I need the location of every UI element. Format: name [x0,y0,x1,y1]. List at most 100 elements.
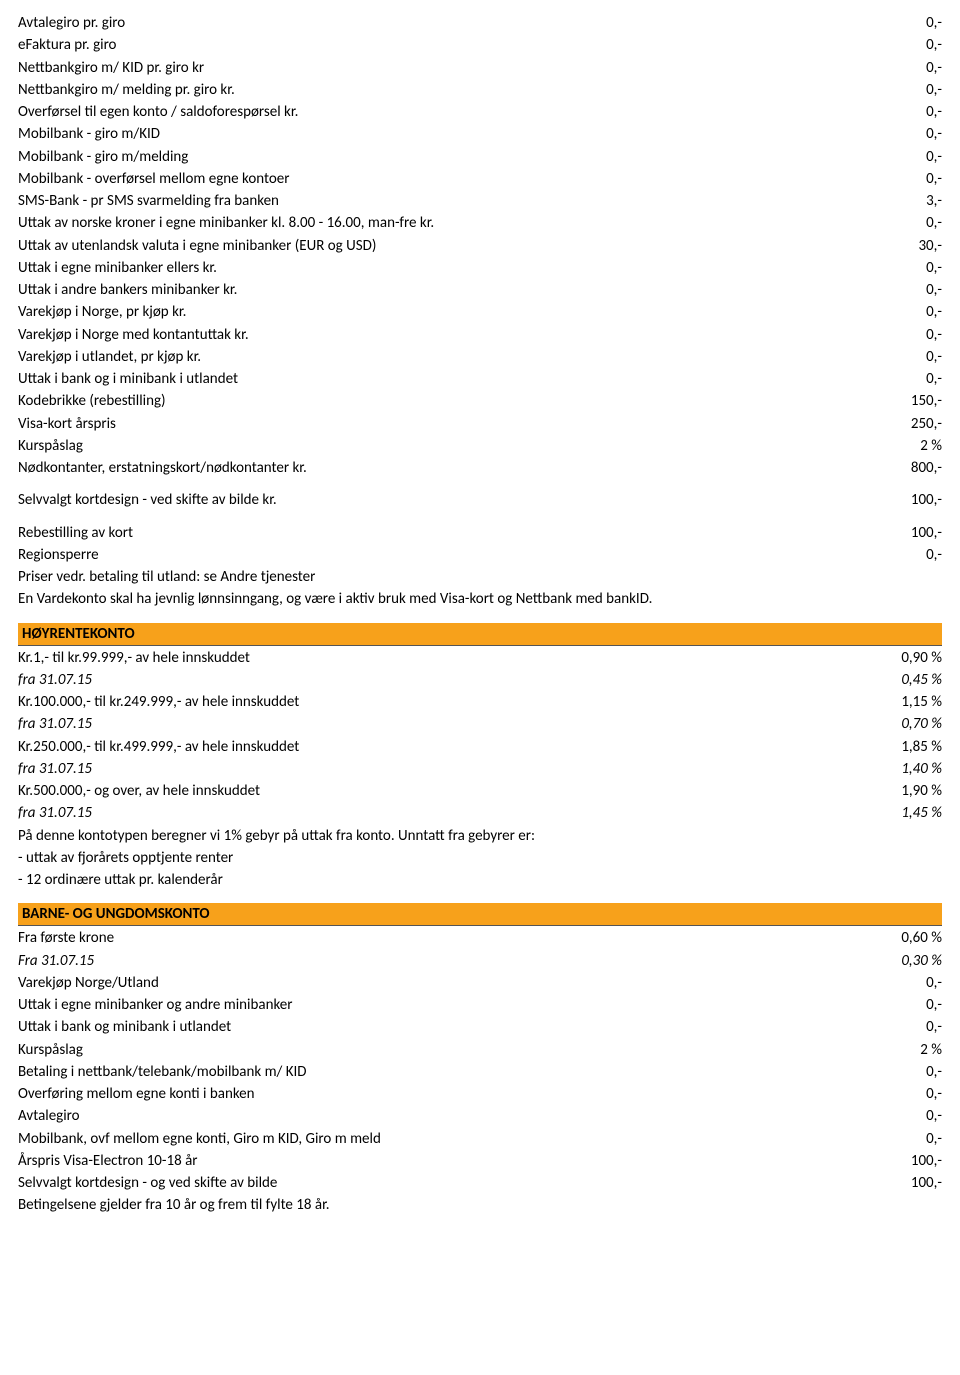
row-label: Fra 31.07.15 [18,951,901,971]
price-row: Fra 31.07.150,30 % [18,950,942,972]
price-row: Fra første krone0,60 % [18,927,942,949]
price-row: fra 31.07.150,70 % [18,713,942,735]
note-line: Priser vedr. betaling til utland: se And… [18,566,942,588]
price-row: Kurspåslag2 % [18,1039,942,1061]
row-value: 1,45 % [901,803,942,823]
row-value: 100,- [911,1151,942,1171]
price-row: Varekjøp i Norge med kontantuttak kr.0,- [18,324,942,346]
price-row: Årspris Visa-Electron 10-18 år100,- [18,1150,942,1172]
row-value: 30,- [918,236,942,256]
row-value: 0,70 % [901,714,942,734]
row-label: Uttak i andre bankers minibanker kr. [18,280,926,300]
barne-rows: Fra første krone0,60 %Fra 31.07.150,30 %… [18,927,942,1194]
row-label: Kurspåslag [18,436,920,456]
row-value: 0,- [926,258,942,278]
row-label: Mobilbank, ovf mellom egne konti, Giro m… [18,1129,926,1149]
price-row: fra 31.07.150,45 % [18,669,942,691]
row-label: Overføring mellom egne konti i banken [18,1084,926,1104]
row-value: 0,- [926,280,942,300]
row-label: Mobilbank - overførsel mellom egne konto… [18,169,926,189]
price-list-top: Avtalegiro pr. giro0,-eFaktura pr. giro0… [18,12,942,479]
price-row: Mobilbank - overførsel mellom egne konto… [18,168,942,190]
row-value: 0,30 % [901,951,942,971]
row-label: Årspris Visa-Electron 10-18 år [18,1151,911,1171]
price-row: Visa-kort årspris250,- [18,413,942,435]
row-value: 0,- [926,169,942,189]
price-row: Uttak i egne minibanker og andre miniban… [18,994,942,1016]
row-label: Selvvalgt kortdesign - og ved skifte av … [18,1173,911,1193]
row-label: Kr.1,- til kr.99.999,- av hele innskudde… [18,648,901,668]
price-row: Betaling i nettbank/telebank/mobilbank m… [18,1061,942,1083]
price-row: Kr.500.000,- og over, av hele innskuddet… [18,780,942,802]
row-label: Kodebrikke (rebestilling) [18,391,911,411]
row-label: Nettbankgiro m/ KID pr. giro kr [18,58,926,78]
row-value: 0,- [926,347,942,367]
row-label: Varekjøp i Norge, pr kjøp kr. [18,302,926,322]
row-label: fra 31.07.15 [18,759,901,779]
row-value: 0,- [926,1084,942,1104]
row-value: 0,- [926,80,942,100]
row-value: 100,- [911,1173,942,1193]
row-value: 0,- [926,1106,942,1126]
row-value: 250,- [911,414,942,434]
row-value: 0,- [926,102,942,122]
row-value: 2 % [920,436,942,456]
price-row: Mobilbank - giro m/melding0,- [18,146,942,168]
row-value: 0,- [926,1062,942,1082]
row-value: 0,- [926,13,942,33]
row-label: Betaling i nettbank/telebank/mobilbank m… [18,1062,926,1082]
row-label: Uttak i bank og i minibank i utlandet [18,369,926,389]
note-line: - uttak av fjorårets opptjente renter [18,847,942,869]
row-label: Avtalegiro pr. giro [18,13,926,33]
row-value: 0,- [926,35,942,55]
row-label: Visa-kort årspris [18,414,911,434]
note-line: - 12 ordinære uttak pr. kalenderår [18,869,942,891]
row-label: fra 31.07.15 [18,714,901,734]
row-label: Overførsel til egen konto / saldoforespø… [18,102,926,122]
price-row: Uttak i bank og minibank i utlandet0,- [18,1016,942,1038]
row-value: 1,85 % [901,737,942,757]
row-label: Uttak i egne minibanker ellers kr. [18,258,926,278]
row-label: Uttak av norske kroner i egne minibanker… [18,213,926,233]
price-row: Regionsperre0,- [18,544,942,566]
price-row: SMS-Bank - pr SMS svarmelding fra banken… [18,190,942,212]
price-row: Kodebrikke (rebestilling)150,- [18,390,942,412]
row-value: 3,- [926,191,942,211]
price-row: Rebestilling av kort100,- [18,522,942,544]
price-row: Kurspåslag2 % [18,435,942,457]
price-row: Kr.250.000,- til kr.499.999,- av hele in… [18,736,942,758]
row-label: Mobilbank - giro m/KID [18,124,926,144]
extra-rows-2: Rebestilling av kort100,-Regionsperre0,- [18,522,942,567]
price-row: Mobilbank, ovf mellom egne konti, Giro m… [18,1128,942,1150]
row-value: 0,- [926,973,942,993]
row-value: 0,- [926,302,942,322]
row-value: 0,- [926,213,942,233]
row-label: Kurspåslag [18,1040,920,1060]
row-label: Regionsperre [18,545,926,565]
row-value: 1,90 % [901,781,942,801]
row-label: Mobilbank - giro m/melding [18,147,926,167]
note-line: Betingelsene gjelder fra 10 år og frem t… [18,1194,942,1216]
note-line: En Vardekonto skal ha jevnlig lønnsinnga… [18,588,942,610]
price-row: Avtalegiro0,- [18,1105,942,1127]
row-value: 800,- [911,458,942,478]
row-value: 0,- [926,369,942,389]
row-value: 2 % [920,1040,942,1060]
row-label: Uttak i egne minibanker og andre miniban… [18,995,926,1015]
row-value: 1,40 % [901,759,942,779]
row-label: Varekjøp i Norge med kontantuttak kr. [18,325,926,345]
hoyrente-notes: På denne kontotypen beregner vi 1% gebyr… [18,825,942,892]
price-row: Overførsel til egen konto / saldoforespø… [18,101,942,123]
row-label: Kr.500.000,- og over, av hele innskuddet [18,781,901,801]
row-value: 100,- [911,523,942,543]
price-row: Kr.100.000,- til kr.249.999,- av hele in… [18,691,942,713]
row-value: 100,- [911,490,942,510]
row-value: 0,- [926,1129,942,1149]
note-line: På denne kontotypen beregner vi 1% gebyr… [18,825,942,847]
row-label: Fra første krone [18,928,901,948]
price-row: Avtalegiro pr. giro0,- [18,12,942,34]
price-row: Uttak av utenlandsk valuta i egne miniba… [18,235,942,257]
row-label: fra 31.07.15 [18,803,901,823]
price-row: Overføring mellom egne konti i banken0,- [18,1083,942,1105]
price-row: Uttak i bank og i minibank i utlandet0,- [18,368,942,390]
